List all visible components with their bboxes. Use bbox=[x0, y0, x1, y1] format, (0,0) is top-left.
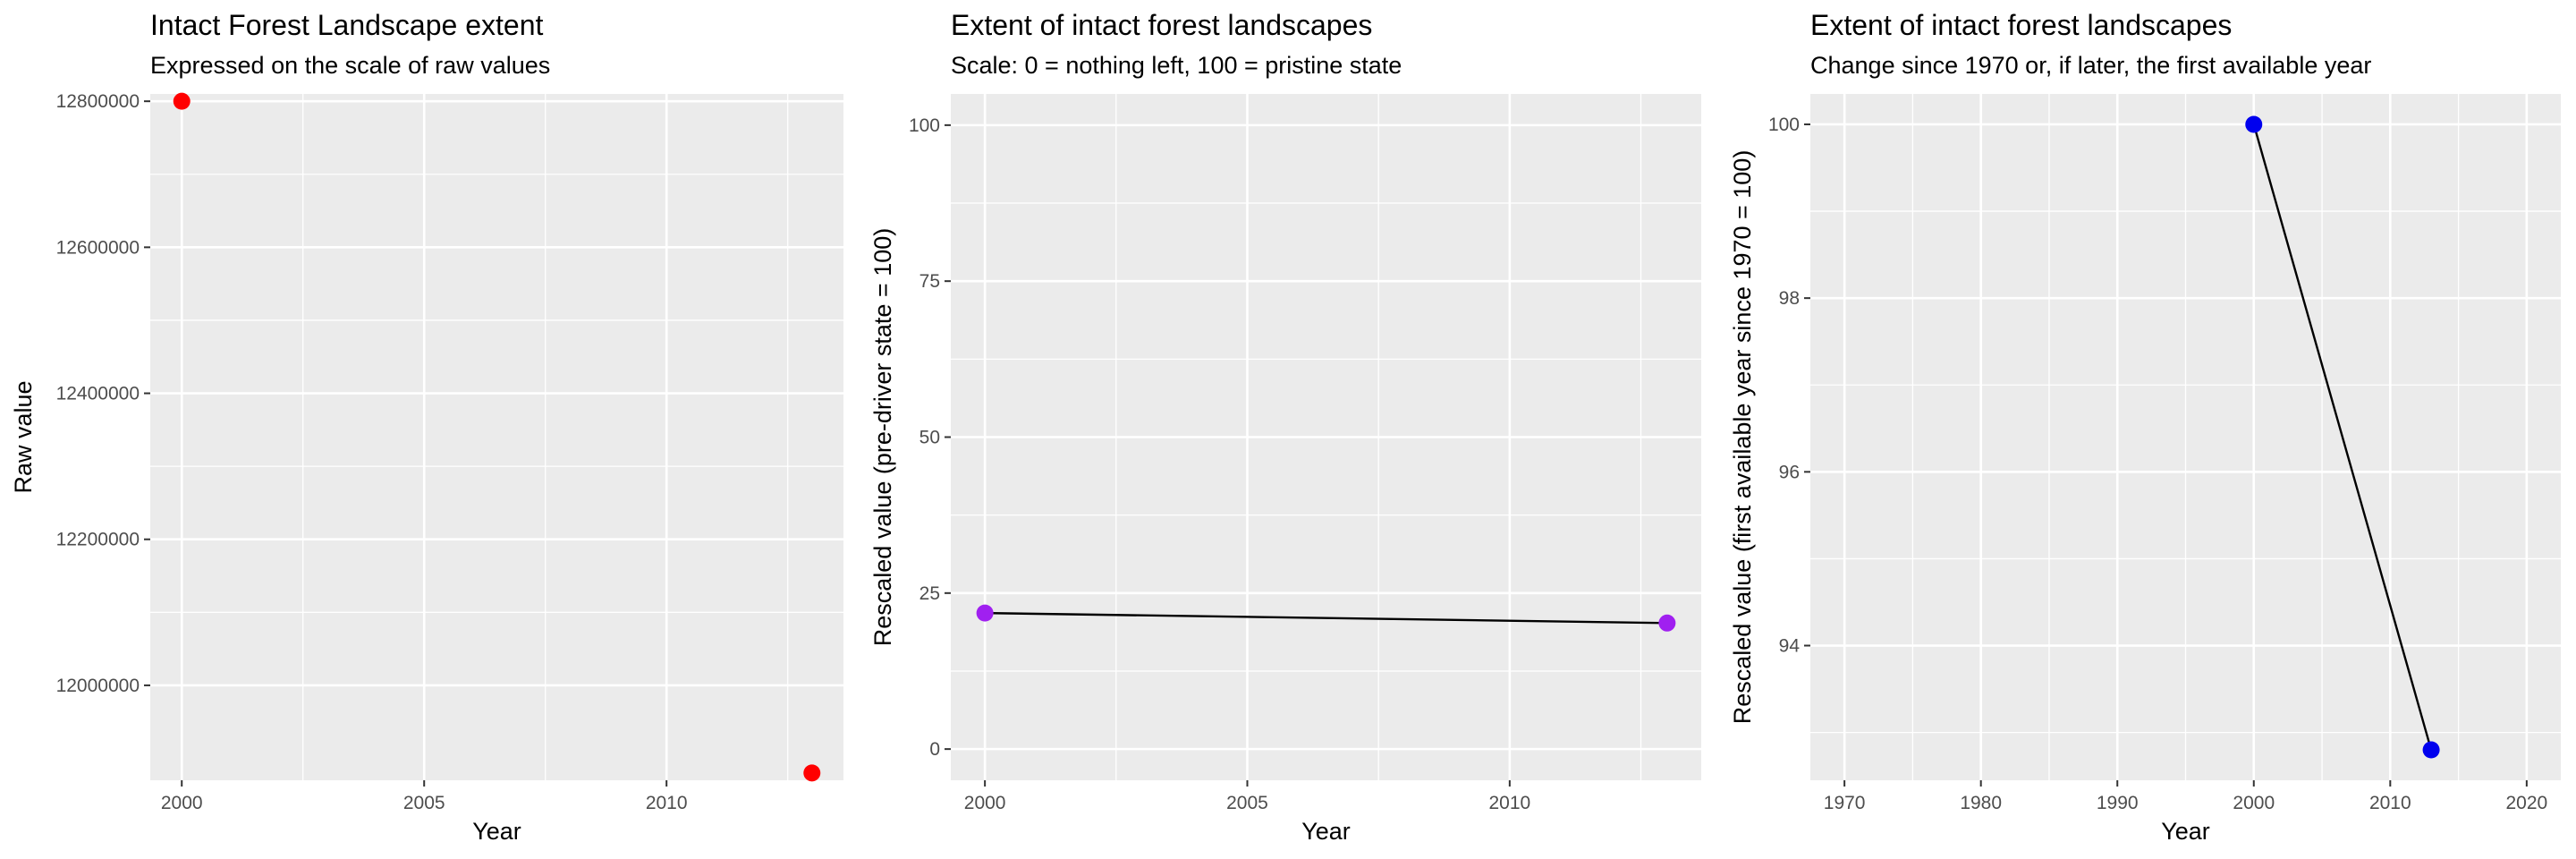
y-tick-label: 12800000 bbox=[56, 91, 140, 112]
chart-subtitle: Change since 1970 or, if later, the firs… bbox=[1810, 52, 2372, 79]
x-tick-label: 2000 bbox=[2233, 793, 2275, 813]
x-tick-label: 2010 bbox=[2369, 793, 2411, 813]
x-tick-label: 2005 bbox=[1226, 793, 1268, 813]
x-tick-label: 2000 bbox=[161, 793, 203, 813]
plot-area-raw-values: 12000000 12200000 12400000 12600000 12800000… bbox=[10, 91, 843, 845]
data-point bbox=[173, 92, 191, 110]
chart-title: Extent of intact forest landscapes bbox=[1810, 9, 2233, 41]
x-tick-label: 2005 bbox=[403, 793, 445, 813]
x-tick-label: 1980 bbox=[1960, 793, 2002, 813]
x-tick-label: 2010 bbox=[646, 793, 688, 813]
series-line bbox=[985, 611, 1667, 625]
plot-area-change-since-1970: 94 96 98 100 1970 1980 1990 2000 2010 2020 Year Res… bbox=[1729, 94, 2561, 845]
chart-panel-change-since-1970: Extent of intact forest landscapes Chang… bbox=[1717, 0, 2576, 859]
y-tick-label: 12200000 bbox=[56, 530, 140, 550]
y-axis-title: Raw value bbox=[10, 380, 37, 493]
chart-panel-raw-values: Intact Forest Landscape extent Expressed… bbox=[0, 0, 859, 859]
chart-title: Intact Forest Landscape extent bbox=[150, 9, 544, 41]
y-tick-label: 75 bbox=[919, 271, 940, 292]
x-tick-label: 1990 bbox=[2097, 793, 2139, 813]
x-tick-label: 2020 bbox=[2506, 793, 2548, 813]
chart-subtitle: Scale: 0 = nothing left, 100 = pristine … bbox=[951, 52, 1402, 79]
y-tick-label: 100 bbox=[1768, 115, 1800, 135]
data-point bbox=[2245, 115, 2263, 133]
data-point bbox=[1658, 614, 1676, 632]
panel-background bbox=[150, 94, 843, 780]
x-axis-title: Year bbox=[2161, 818, 2210, 845]
x-tick-label: 2010 bbox=[1488, 793, 1530, 813]
data-point bbox=[976, 604, 994, 622]
y-tick-label: 12000000 bbox=[56, 676, 140, 696]
y-tick-label: 25 bbox=[919, 583, 940, 604]
chart-panel-rescaled-pristine: Extent of intact forest landscapes Scale… bbox=[859, 0, 1717, 859]
y-tick-label: 12600000 bbox=[56, 237, 140, 258]
data-point bbox=[2422, 741, 2440, 759]
y-tick-label: 0 bbox=[929, 739, 940, 760]
y-tick-label: 50 bbox=[919, 428, 940, 448]
y-axis-title: Rescaled value (first available year sin… bbox=[1729, 150, 1756, 725]
series-line bbox=[2252, 123, 2433, 751]
x-axis-title: Year bbox=[472, 818, 521, 845]
x-tick-label: 2000 bbox=[964, 793, 1006, 813]
x-axis-title: Year bbox=[1301, 818, 1351, 845]
chart-subtitle: Expressed on the scale of raw values bbox=[150, 52, 551, 79]
y-tick-label: 98 bbox=[1779, 288, 1800, 309]
data-point bbox=[803, 764, 821, 782]
chart-title: Extent of intact forest landscapes bbox=[951, 9, 1373, 41]
y-tick-label: 12400000 bbox=[56, 384, 140, 404]
y-axis-title: Rescaled value (pre-driver state = 100) bbox=[869, 228, 896, 646]
plot-area-rescaled-pristine: 0 25 50 75 100 2000 2005 2010 Year Rescaled value… bbox=[869, 94, 1701, 845]
y-tick-label: 94 bbox=[1779, 636, 1801, 657]
y-tick-label: 96 bbox=[1779, 462, 1800, 482]
x-tick-label: 1970 bbox=[1824, 793, 1866, 813]
y-tick-label: 100 bbox=[909, 115, 940, 136]
